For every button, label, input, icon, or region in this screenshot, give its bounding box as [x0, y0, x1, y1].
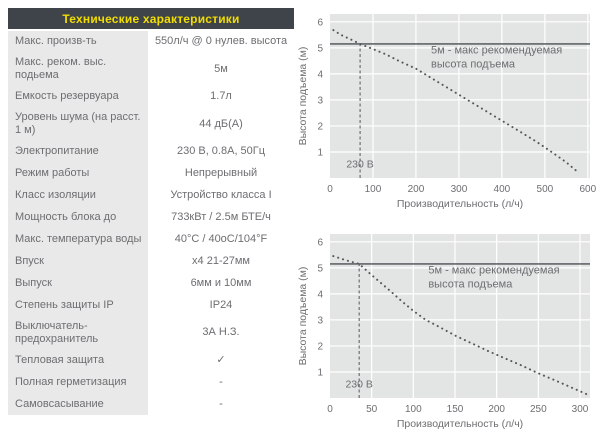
x-tick-label: 150 [447, 404, 464, 415]
spec-label: Класс изоляции [8, 184, 148, 207]
x-tick-label: 400 [494, 184, 511, 195]
y-tick-label: 4 [317, 289, 323, 300]
table-row: Самовсасывание - [8, 393, 294, 416]
table-row: Класс изоляции Устройство класса I [8, 184, 294, 207]
spec-value: 733кВт / 2.5м БТЕ/ч [171, 210, 271, 223]
x-tick-label: 100 [365, 184, 382, 195]
table-row: Макс. температура воды 40°C / 40oC/104°F [8, 228, 294, 251]
spec-label: Степень защиты IP [8, 294, 148, 317]
y-tick-label: 2 [317, 341, 323, 352]
pump-curve [332, 255, 590, 396]
y-tick-label: 3 [317, 315, 323, 326]
x-axis-title: Производительность (л/ч) [397, 418, 523, 430]
pump-curve [332, 29, 581, 175]
spec-label: Выключатель-предохранитель [8, 316, 148, 350]
spec-value: 40°C / 40oC/104°F [174, 232, 268, 245]
table-row: Степень защиты IP IP24 [8, 294, 294, 317]
spec-label: Макс. произв-ть [8, 31, 148, 53]
table-row: Выключатель-предохранитель 3А Н.З. [8, 316, 294, 350]
spec-value: 1.7л [210, 90, 232, 103]
spec-label: Полная герметизация [8, 371, 148, 394]
spec-label: Тепловая защита [8, 349, 148, 372]
spec-table-rows: Макс. произв-ть 550л/ч @ 0 нулев. высота… [8, 31, 294, 416]
y-tick-label: 1 [317, 147, 323, 158]
spec-label: Емкость резервуара [8, 85, 148, 108]
spec-value: Устройство класса I [170, 188, 272, 201]
spec-label: Электропитание [8, 140, 148, 163]
table-row: Макс. реком. выс. подьема 5м [8, 53, 294, 86]
performance-chart-300: 5м - макс рекомендуемая высота подъема 230… [296, 226, 598, 434]
spec-value: х4 21-27мм [192, 254, 250, 267]
spec-label: Выпуск [8, 272, 148, 295]
max-head-annotation: 5м - макс рекомендуемая [428, 265, 559, 277]
plot-area [330, 234, 590, 398]
voltage-label: 230 В [346, 159, 373, 171]
x-tick-label: 250 [530, 404, 547, 415]
spec-label: Макс. температура воды [8, 228, 148, 251]
x-tick-label: 300 [572, 404, 589, 415]
spec-value: 3А Н.З. [202, 326, 240, 339]
x-tick-label: 0 [327, 184, 333, 195]
y-tick-label: 2 [317, 121, 323, 132]
y-tick-label: 5 [317, 263, 323, 274]
x-tick-label: 600 [580, 184, 597, 195]
table-row: Впуск х4 21-27мм [8, 250, 294, 273]
table-row: Электропитание 230 В, 0.8А, 50Гц [8, 140, 294, 163]
x-tick-label: 300 [451, 184, 468, 195]
spec-value: ✓ [216, 353, 226, 366]
spec-value: 550л/ч @ 0 нулев. высота [154, 35, 288, 48]
spec-table-header: Технические характеристики [8, 8, 294, 29]
x-tick-label: 200 [408, 184, 425, 195]
voltage-label: 230 В [345, 379, 372, 391]
max-head-annotation: высота подъема [428, 279, 513, 291]
y-tick-label: 1 [317, 367, 323, 378]
table-row: Макс. произв-ть 550л/ч @ 0 нулев. высота [8, 31, 294, 53]
performance-chart-600: 5м - макс рекомендуемая высота подъема 230… [296, 6, 598, 214]
y-axis-title: Высота подъема (м) [297, 47, 309, 146]
spec-value: 6мм и 10мм [190, 276, 252, 289]
spec-value: 5м [214, 62, 228, 75]
y-axis-title: Высота подъема (м) [297, 267, 309, 366]
table-row: Уровень шума (на расст. 1 м) 44 дБ(А) [8, 107, 294, 141]
max-head-annotation: 5м - макс рекомендуемая [431, 45, 562, 57]
x-tick-label: 500 [537, 184, 554, 195]
spec-label: Самовсасывание [8, 393, 148, 416]
y-tick-label: 6 [317, 17, 323, 28]
max-head-annotation: высота подъема [431, 59, 516, 71]
y-tick-label: 4 [317, 69, 323, 80]
x-tick-label: 100 [405, 404, 422, 415]
spec-value: 44 дБ(А) [199, 117, 243, 130]
spec-label: Режим работы [8, 162, 148, 185]
x-axis-title: Производительность (л/ч) [397, 198, 523, 210]
spec-value: Непрерывный [184, 166, 258, 179]
spec-value: 230 В, 0.8А, 50Гц [176, 144, 266, 157]
spec-value: - [219, 375, 223, 388]
spec-label: Впуск [8, 250, 148, 273]
spec-label: Мощность блока до [8, 206, 148, 229]
y-tick-label: 6 [317, 237, 323, 248]
table-row: Мощность блока до 733кВт / 2.5м БТЕ/ч [8, 206, 294, 229]
x-tick-label: 50 [366, 404, 378, 415]
table-row: Тепловая защита ✓ [8, 349, 294, 372]
table-row: Полная герметизация - [8, 371, 294, 394]
table-row: Выпуск 6мм и 10мм [8, 272, 294, 295]
x-tick-label: 0 [327, 404, 333, 415]
spec-value: IP24 [209, 298, 233, 311]
spec-table: Технические характеристики Макс. произв-… [8, 8, 294, 416]
y-tick-label: 3 [317, 95, 323, 106]
table-row: Режим работы Непрерывный [8, 162, 294, 185]
x-tick-label: 200 [488, 404, 505, 415]
spec-label: Макс. реком. выс. подьема [8, 53, 148, 86]
spec-table-title: Технические характеристики [62, 11, 240, 26]
spec-value: - [219, 397, 223, 410]
y-tick-label: 5 [317, 43, 323, 54]
table-row: Емкость резервуара 1.7л [8, 85, 294, 108]
spec-label: Уровень шума (на расст. 1 м) [8, 107, 148, 141]
